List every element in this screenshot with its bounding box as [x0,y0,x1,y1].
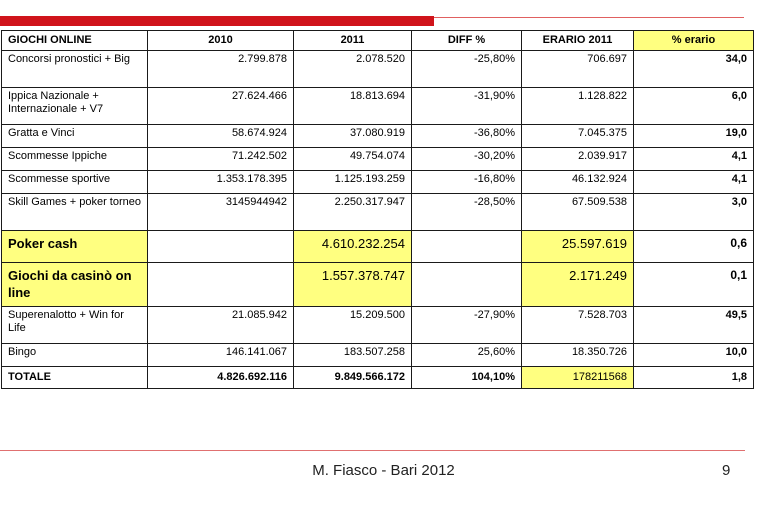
cell-pct: 34,0 [633,50,754,88]
table-row: Bingo 146.141.067 183.507.258 25,60% 18.… [1,343,754,367]
table-row: Scommesse Ippiche 71.242.502 49.754.074 … [1,147,754,171]
cell-diff: -27,90% [411,306,522,344]
cell-diff: -16,80% [411,170,522,194]
footer-text: M. Fiasco - Bari 2012 [312,462,455,479]
table-total-row: TOTALE 4.826.692.116 9.849.566.172 104,1… [1,366,754,389]
cell-erario: 7.045.375 [521,124,634,148]
cell-diff: -28,50% [411,193,522,231]
cell-erario: 18.350.726 [521,343,634,367]
page-number: 9 [722,462,731,479]
online-games-table: GIOCHI ONLINE 2010 2011 DIFF % ERARIO 20… [1,30,754,389]
cell-diff [411,262,522,307]
cell-2011: 4.610.232.254 [293,230,412,263]
table-header-row: GIOCHI ONLINE 2010 2011 DIFF % ERARIO 20… [1,30,754,51]
cell-diff: -36,80% [411,124,522,148]
cell-diff: -25,80% [411,50,522,88]
cell-erario: 2.039.917 [521,147,634,171]
cell-2010: 4.826.692.116 [147,366,294,389]
footer-rule [0,450,745,451]
cell-pct: 4,1 [633,170,754,194]
cell-erario: 1.128.822 [521,87,634,125]
cell-name: Gratta e Vinci [1,124,148,148]
cell-pct: 49,5 [633,306,754,344]
cell-diff: 25,60% [411,343,522,367]
cell-2010 [147,262,294,307]
cell-name: Concorsi pronostici + Big [1,50,148,88]
cell-2010: 1.353.178.395 [147,170,294,194]
cell-name: Giochi da casinò on line [1,262,148,307]
cell-pct: 19,0 [633,124,754,148]
cell-2011: 2.078.520 [293,50,412,88]
cell-2010: 21.085.942 [147,306,294,344]
cell-2011: 1.125.193.259 [293,170,412,194]
cell-name: Superenalotto + Win for Life [1,306,148,344]
cell-erario: 178211568 [521,366,634,389]
cell-erario: 7.528.703 [521,306,634,344]
cell-name: Scommesse sportive [1,170,148,194]
table-row: Concorsi pronostici + Big 2.799.878 2.07… [1,50,754,88]
cell-2011: 2.250.317.947 [293,193,412,231]
cell-pct: 1,8 [633,366,754,389]
cell-pct: 10,0 [633,343,754,367]
cell-erario: 46.132.924 [521,170,634,194]
col-header-pct-erario: % erario [633,30,754,51]
cell-name: Poker cash [1,230,148,263]
cell-2010 [147,230,294,263]
cell-erario: 706.697 [521,50,634,88]
col-header-2011: 2011 [293,30,412,51]
table-row: Poker cash 4.610.232.254 25.597.619 0,6 [1,230,754,263]
cell-name: Scommesse Ippiche [1,147,148,171]
cell-pct: 0,6 [633,230,754,263]
cell-erario: 25.597.619 [521,230,634,263]
cell-erario: 2.171.249 [521,262,634,307]
cell-2010: 58.674.924 [147,124,294,148]
cell-name: Ippica Nazionale + Internazionale + V7 [1,87,148,125]
table-row: Scommesse sportive 1.353.178.395 1.125.1… [1,170,754,194]
cell-name: Skill Games + poker torneo [1,193,148,231]
cell-2011: 9.849.566.172 [293,366,412,389]
col-header-games: GIOCHI ONLINE [1,30,148,51]
cell-pct: 3,0 [633,193,754,231]
table-row: Giochi da casinò on line 1.557.378.747 2… [1,262,754,307]
cell-diff: 104,10% [411,366,522,389]
cell-name: TOTALE [1,366,148,389]
header-red-bar [0,16,434,26]
cell-2011: 37.080.919 [293,124,412,148]
cell-name: Bingo [1,343,148,367]
cell-diff: -31,90% [411,87,522,125]
table-row: Ippica Nazionale + Internazionale + V7 2… [1,87,754,125]
cell-pct: 0,1 [633,262,754,307]
header-rule [434,17,744,18]
cell-diff [411,230,522,263]
cell-pct: 6,0 [633,87,754,125]
cell-2010: 2.799.878 [147,50,294,88]
cell-2010: 27.624.466 [147,87,294,125]
col-header-diff: DIFF % [411,30,522,51]
cell-2011: 1.557.378.747 [293,262,412,307]
col-header-erario: ERARIO 2011 [521,30,634,51]
col-header-2010: 2010 [147,30,294,51]
table-row: Superenalotto + Win for Life 21.085.942 … [1,306,754,344]
cell-erario: 67.509.538 [521,193,634,231]
cell-2011: 18.813.694 [293,87,412,125]
cell-2011: 49.754.074 [293,147,412,171]
cell-2010: 3145944942 [147,193,294,231]
cell-2010: 71.242.502 [147,147,294,171]
cell-2011: 183.507.258 [293,343,412,367]
cell-pct: 4,1 [633,147,754,171]
cell-diff: -30,20% [411,147,522,171]
cell-2011: 15.209.500 [293,306,412,344]
table-row: Gratta e Vinci 58.674.924 37.080.919 -36… [1,124,754,148]
cell-2010: 146.141.067 [147,343,294,367]
table-row: Skill Games + poker torneo 3145944942 2.… [1,193,754,231]
